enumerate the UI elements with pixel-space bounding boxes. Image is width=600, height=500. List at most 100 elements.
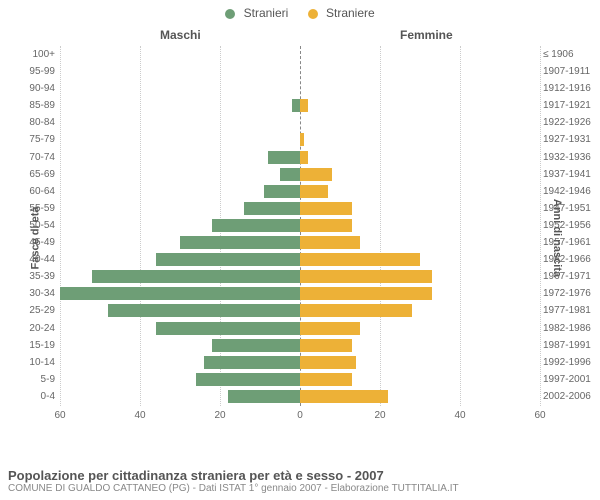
age-row: 45-491957-1961 — [60, 234, 540, 251]
age-row: 60-641942-1946 — [60, 183, 540, 200]
x-tick: 0 — [297, 410, 303, 421]
age-label: 5-9 — [20, 371, 55, 388]
x-axis: 6040200204060 — [60, 410, 540, 430]
age-row: 80-841922-1926 — [60, 114, 540, 131]
bar-female — [300, 168, 332, 181]
age-row: 25-291977-1981 — [60, 302, 540, 319]
age-label: 40-44 — [20, 251, 55, 268]
bar-male — [264, 185, 300, 198]
birth-label: 1957-1961 — [543, 234, 595, 251]
bar-female — [300, 322, 360, 335]
footer-title: Popolazione per cittadinanza straniera p… — [8, 468, 592, 483]
chart-rows: 100+≤ 190695-991907-191190-941912-191685… — [60, 46, 540, 406]
bar-male — [108, 304, 300, 317]
age-label: 0-4 — [20, 388, 55, 405]
bar-male — [156, 253, 300, 266]
birth-label: 1982-1986 — [543, 320, 595, 337]
birth-label: 1972-1976 — [543, 285, 595, 302]
header-female: Femmine — [400, 28, 453, 42]
legend-label-female: Straniere — [326, 6, 375, 20]
age-label: 50-54 — [20, 217, 55, 234]
age-row: 50-541952-1956 — [60, 217, 540, 234]
bar-female — [300, 236, 360, 249]
bar-female — [300, 270, 432, 283]
age-label: 70-74 — [20, 149, 55, 166]
age-row: 0-42002-2006 — [60, 388, 540, 405]
age-row: 30-341972-1976 — [60, 285, 540, 302]
bar-male — [292, 99, 300, 112]
bar-female — [300, 202, 352, 215]
bar-male — [156, 322, 300, 335]
bar-male — [228, 390, 300, 403]
chart-area: Maschi Femmine Fasce di età Anni di nasc… — [0, 28, 600, 448]
age-label: 65-69 — [20, 166, 55, 183]
birth-label: 1917-1921 — [543, 97, 595, 114]
birth-label: 1992-1996 — [543, 354, 595, 371]
birth-label: 1942-1946 — [543, 183, 595, 200]
bar-female — [300, 99, 308, 112]
footer: Popolazione per cittadinanza straniera p… — [8, 468, 592, 494]
age-label: 60-64 — [20, 183, 55, 200]
x-tick: 60 — [54, 410, 65, 421]
bar-male — [92, 270, 300, 283]
age-label: 20-24 — [20, 320, 55, 337]
legend-swatch-female — [308, 9, 318, 19]
age-row: 5-91997-2001 — [60, 371, 540, 388]
age-row: 100+≤ 1906 — [60, 46, 540, 63]
legend-female: Straniere — [308, 6, 375, 20]
birth-label: 1977-1981 — [543, 302, 595, 319]
age-label: 85-89 — [20, 97, 55, 114]
bar-female — [300, 287, 432, 300]
age-row: 35-391967-1971 — [60, 268, 540, 285]
header-male: Maschi — [160, 28, 201, 42]
bar-male — [212, 339, 300, 352]
bar-male — [280, 168, 300, 181]
x-tick: 40 — [454, 410, 465, 421]
age-label: 10-14 — [20, 354, 55, 371]
gridline — [540, 46, 541, 406]
age-label: 25-29 — [20, 302, 55, 319]
age-row: 55-591947-1951 — [60, 200, 540, 217]
bar-female — [300, 151, 308, 164]
bar-male — [60, 287, 300, 300]
age-row: 40-441962-1966 — [60, 251, 540, 268]
age-label: 100+ — [20, 46, 55, 63]
bar-male — [180, 236, 300, 249]
birth-label: 1962-1966 — [543, 251, 595, 268]
x-tick: 40 — [134, 410, 145, 421]
age-row: 65-691937-1941 — [60, 166, 540, 183]
x-tick: 60 — [534, 410, 545, 421]
footer-subtitle: COMUNE DI GUALDO CATTANEO (PG) - Dati IS… — [8, 483, 592, 494]
bar-male — [212, 219, 300, 232]
birth-label: 1907-1911 — [543, 63, 595, 80]
bar-male — [244, 202, 300, 215]
age-row: 70-741932-1936 — [60, 149, 540, 166]
birth-label: 1952-1956 — [543, 217, 595, 234]
bar-male — [196, 373, 300, 386]
age-row: 75-791927-1931 — [60, 131, 540, 148]
bar-female — [300, 373, 352, 386]
age-row: 95-991907-1911 — [60, 63, 540, 80]
age-label: 15-19 — [20, 337, 55, 354]
birth-label: ≤ 1906 — [543, 46, 595, 63]
birth-label: 1987-1991 — [543, 337, 595, 354]
age-row: 15-191987-1991 — [60, 337, 540, 354]
bar-male — [204, 356, 300, 369]
bar-female — [300, 390, 388, 403]
age-label: 45-49 — [20, 234, 55, 251]
birth-label: 1967-1971 — [543, 268, 595, 285]
age-label: 30-34 — [20, 285, 55, 302]
pyramid-chart: Stranieri Straniere Maschi Femmine Fasce… — [0, 0, 600, 500]
bar-female — [300, 304, 412, 317]
age-label: 90-94 — [20, 80, 55, 97]
birth-label: 1932-1936 — [543, 149, 595, 166]
bar-female — [300, 219, 352, 232]
birth-label: 1997-2001 — [543, 371, 595, 388]
birth-label: 1927-1931 — [543, 131, 595, 148]
bar-female — [300, 185, 328, 198]
age-label: 80-84 — [20, 114, 55, 131]
legend-male: Stranieri — [225, 6, 288, 20]
age-row: 20-241982-1986 — [60, 320, 540, 337]
birth-label: 2002-2006 — [543, 388, 595, 405]
birth-label: 1922-1926 — [543, 114, 595, 131]
